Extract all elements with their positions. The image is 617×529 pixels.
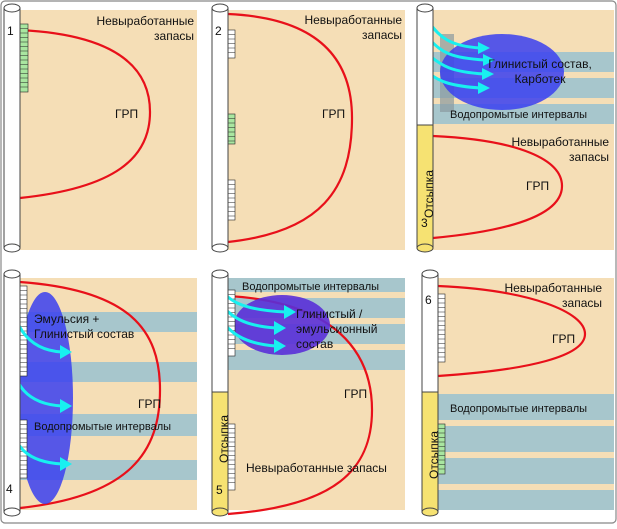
frac-label: ГРП [138,397,161,411]
zone-label-line2: Карботек [515,72,567,86]
water-band [221,350,405,370]
water-band [431,458,614,484]
water-label: Водопромытые интервалы [242,281,379,293]
water-band [221,278,405,292]
reserves-label: Невыработанные [304,13,402,27]
frac-fracture [432,134,564,240]
arrow-heads [274,305,296,353]
perforation-set [19,23,29,93]
water-label: Водопромытые интервалы [34,421,171,433]
frac-label: ГРП [115,107,138,121]
reserves-label-line2: запасы [154,29,194,43]
panel-number: 6 [425,293,432,307]
perforation-set-lower [227,179,236,221]
isolation-zone [440,34,564,110]
formation-block [221,10,405,250]
wellbore [3,3,21,253]
panel-number: 4 [6,482,13,496]
frac-label: ГРП [552,332,575,346]
zone-label-line2: эмульсионный [296,322,377,336]
panel-2: 2 Невыработанные запасы ГРП [211,3,405,253]
zone-label-line2: Глинистый состав [34,327,134,341]
wellbore [3,269,21,517]
frac-fracture [19,280,162,510]
panel-5: Отсыпка 5 Водопромытые интервалы Глинист… [211,269,405,517]
panel-6: 6 Отсыпка Невыработанные запасы ГРП Водо… [421,269,614,517]
frac-fracture [227,12,354,244]
zone-label: Глинистый / [296,307,363,321]
panel-number: 1 [7,24,14,38]
water-band [431,104,614,124]
frac-fracture [437,284,587,378]
panel-number: 2 [215,24,222,38]
wellbore [211,3,229,253]
wellbore [211,269,229,517]
perforation-set-upper [227,29,236,59]
packer-label: Отсыпка [422,170,436,218]
wellbore [416,3,434,253]
water-band [431,394,614,420]
panel-3: Отсыпка 3 Глинистый состав, Карботек Вод… [416,3,614,253]
water-band [431,426,614,452]
reserves-label: Невыработанные [504,281,602,295]
panel-1: 1 Невыработанные запасы ГРП [3,3,197,253]
frac-label: ГРП [344,387,367,401]
water-label: Водопромытые интервалы [450,403,587,415]
water-band [431,490,614,510]
arrow-heads [478,42,495,94]
frac-fracture [19,28,152,200]
arrow-heads [60,345,72,471]
formation-block [14,10,197,250]
packer-label: Отсыпка [427,431,441,479]
reserves-label-line2: запасы [362,28,402,42]
wellbore [421,269,439,517]
reserves-label: Невыработанные [511,135,609,149]
zone-label-line3: состав [296,337,333,351]
frac-label: ГРП [526,179,549,193]
panel-4: 4 Эмульсия + Глинистый состав ГРП Водопр… [3,269,197,517]
water-label: Водопромытые интервалы [450,109,587,121]
packer-label: Отсыпка [217,415,231,463]
zone-label: Эмульсия + [34,312,99,326]
reserves-label: Невыработанные запасы [246,461,387,475]
panel-number: 5 [216,483,223,497]
reserves-label: Невыработанные [96,14,194,28]
reserves-label-line2: запасы [562,296,602,310]
isolation-zone [17,292,73,504]
reserves-label-line2: запасы [569,150,609,164]
perforation-set-middle [227,113,236,145]
panel-number: 3 [421,216,428,230]
zone-label: Глинистый состав, [488,57,592,71]
perforation-set-upper [437,293,446,363]
frac-label: ГРП [322,107,345,121]
